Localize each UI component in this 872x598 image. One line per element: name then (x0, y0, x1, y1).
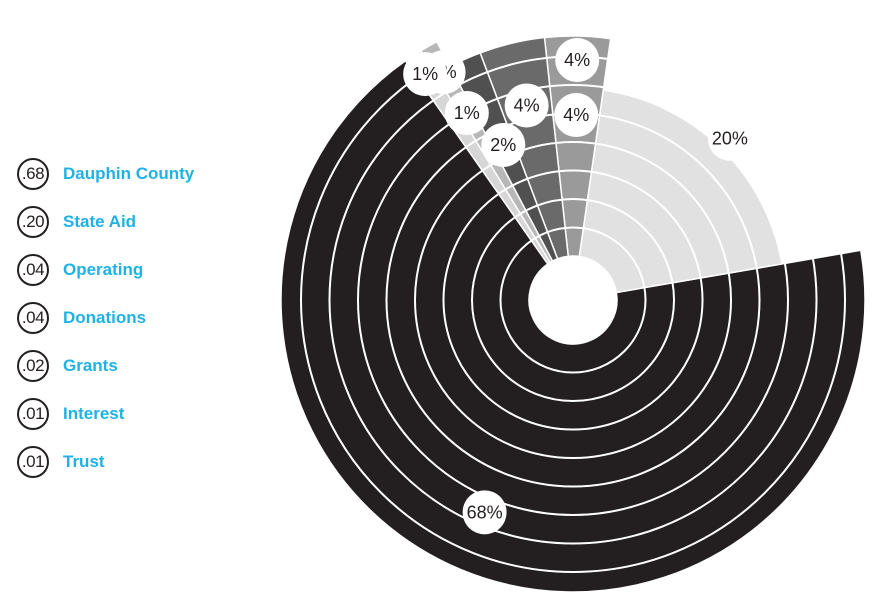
pct-label-grants: 2% (481, 122, 526, 167)
pct-text: 68% (467, 502, 503, 522)
pct-label-trust: 1% (403, 52, 448, 97)
pct-label-operating: 4% (555, 38, 600, 83)
legend-item-trust: .01 Trust (17, 438, 194, 486)
pct-label-interest: 1% (444, 91, 489, 136)
ring-divider (442, 169, 704, 431)
pct-badge (504, 83, 549, 128)
ring-divider (499, 226, 647, 374)
legend-item-state-aid: .20 State Aid (17, 198, 194, 246)
legend-label: Trust (63, 452, 105, 471)
chart-legend: .68 Dauphin County .20 State Aid .04 Ope… (17, 150, 194, 486)
pct-label-donations: 4% (504, 83, 549, 128)
ring-divider (414, 141, 732, 459)
legend-item-grants: .02 Grants (17, 342, 194, 390)
legend-label: Operating (63, 260, 144, 279)
pct-label-state-aid: 20% (707, 116, 752, 161)
pct-label-dauphin-county: 68% (462, 490, 507, 535)
pct-text: 1% (454, 103, 480, 123)
ring-divider (471, 198, 675, 402)
pie-slice-state-aid (578, 89, 783, 294)
legend-item-dauphin-county: .68 Dauphin County (17, 150, 194, 198)
pct-badge (555, 38, 600, 83)
legend-label: Donations (63, 308, 147, 327)
legend-value-badge: .01 (17, 446, 49, 478)
pct-badge (403, 52, 448, 97)
pct-text: 4% (514, 95, 540, 115)
pct-text: 2% (490, 135, 516, 155)
ring-divider (357, 84, 789, 516)
ring-divider (300, 27, 846, 573)
pct-text: 4% (563, 105, 589, 125)
legend-value-badge: .20 (17, 206, 49, 238)
pct-label-operating: 4% (554, 93, 599, 138)
legend-value-badge: .04 (17, 254, 49, 286)
pct-text: 4% (564, 50, 590, 70)
legend-value-badge: .68 (17, 158, 49, 190)
legend-item-donations: .04 Donations (17, 294, 194, 342)
pct-badge (707, 116, 752, 161)
legend-value-badge: .04 (17, 302, 49, 334)
pct-text: 1% (412, 64, 438, 84)
legend-label: Interest (63, 404, 125, 423)
legend-item-operating: .04 Operating (17, 246, 194, 294)
legend-value-badge: .01 (17, 398, 49, 430)
legend-value-badge: .02 (17, 350, 49, 382)
center-hole (529, 256, 617, 344)
pct-badge (554, 93, 599, 138)
pct-badge (444, 91, 489, 136)
pct-badge (462, 490, 507, 535)
pct-badge (481, 122, 526, 167)
legend-label: Grants (63, 356, 118, 375)
legend-label: Dauphin County (63, 164, 195, 183)
pct-text: 20% (712, 129, 748, 149)
legend-label: State Aid (63, 212, 137, 231)
legend-item-interest: .01 Interest (17, 390, 194, 438)
